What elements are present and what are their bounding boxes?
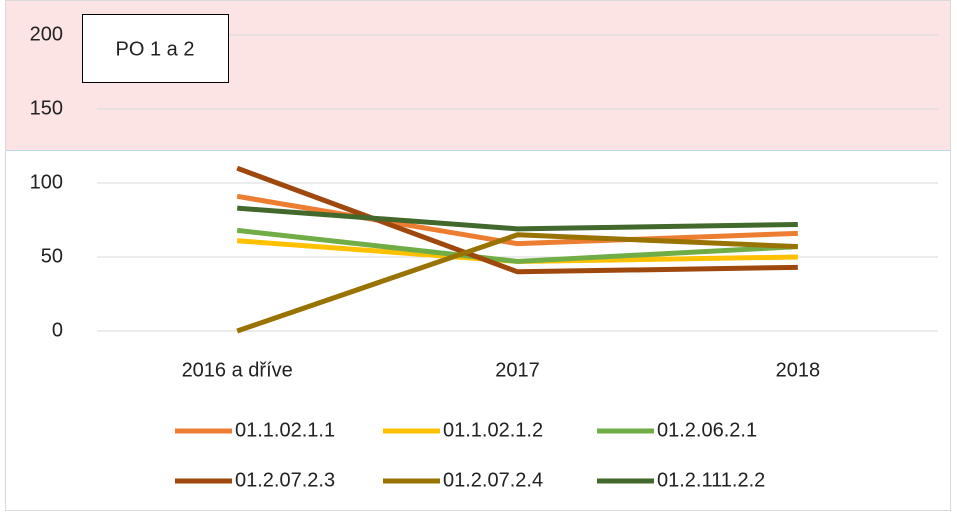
legend-label: 01.1.02.1.2 (443, 419, 543, 441)
series-line (236, 165, 798, 275)
legend-label: 01.1.02.1.1 (235, 419, 335, 441)
x-tick-label: 2017 (495, 359, 540, 381)
x-tick-label: 2018 (776, 359, 821, 381)
y-tick-label: 50 (41, 245, 63, 267)
legend-label: 01.2.111.2.2 (657, 469, 765, 491)
legend-label: 01.2.06.2.1 (657, 419, 757, 441)
legend-label: 01.2.07.2.3 (235, 469, 335, 491)
y-tick-label: 200 (30, 23, 63, 45)
series-line (236, 205, 798, 232)
series-line (236, 232, 798, 334)
y-tick-label: 100 (30, 171, 63, 193)
annotation: PO 1 a 2 (116, 38, 195, 60)
annotation-box (82, 14, 229, 83)
series-line (236, 193, 798, 247)
x-tick-label: 2016 a dříve (182, 359, 293, 381)
series-line (236, 227, 798, 264)
legend-label: 01.2.07.2.4 (443, 469, 543, 491)
y-tick-label: 0 (52, 319, 63, 341)
y-tick-label: 150 (30, 97, 63, 119)
